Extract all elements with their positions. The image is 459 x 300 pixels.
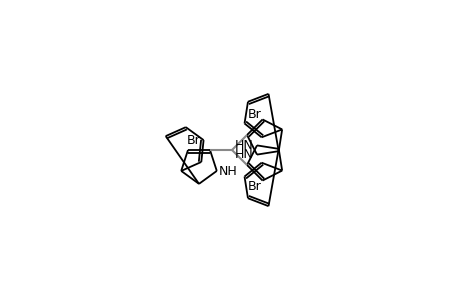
Text: HN: HN <box>235 139 253 152</box>
Text: HN: HN <box>235 148 253 161</box>
Text: Br: Br <box>186 134 200 147</box>
Text: Br: Br <box>247 179 261 193</box>
Text: NH: NH <box>218 165 237 178</box>
Text: Br: Br <box>247 109 261 122</box>
